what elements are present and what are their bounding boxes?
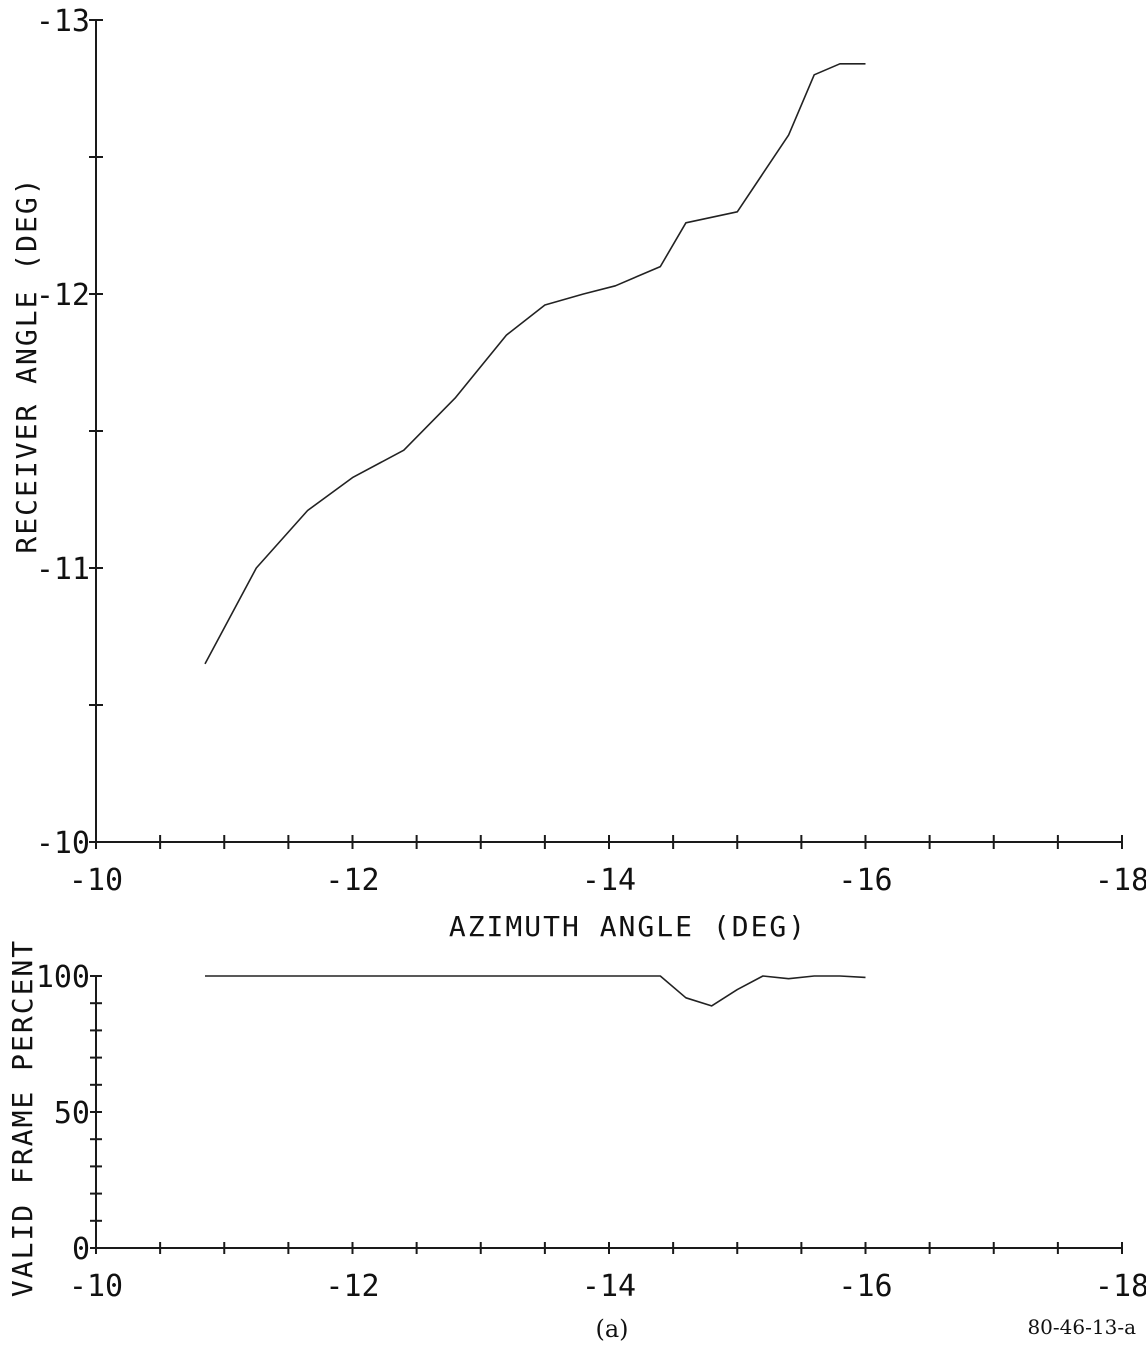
bot-y-tick-label: 0 bbox=[72, 1232, 90, 1267]
top-y-tick-label: -10 bbox=[36, 826, 90, 861]
top-y-tick-label: -11 bbox=[36, 552, 90, 587]
bot-x-tick-label: -12 bbox=[325, 1269, 379, 1304]
bot-y-tick-label: 50 bbox=[54, 1096, 90, 1131]
bottom-y-axis-label: VALID FRAME PERCENT bbox=[6, 939, 39, 1297]
bottom-x-tick-labels: -10 -12 -14 -16 -18 bbox=[69, 1269, 1146, 1304]
top-x-tick-label: -16 bbox=[838, 863, 892, 898]
bot-x-tick-label: -18 bbox=[1095, 1269, 1146, 1304]
top-x-tick-label: -12 bbox=[325, 863, 379, 898]
top-x-tick-label: -10 bbox=[69, 863, 123, 898]
bottom-y-ticks bbox=[90, 975, 102, 1249]
bot-x-tick-label: -14 bbox=[582, 1269, 636, 1304]
bot-y-tick-label: 100 bbox=[36, 960, 90, 995]
top-x-ticks bbox=[95, 835, 1123, 849]
bottom-y-tick-labels: 0 50 100 bbox=[36, 960, 90, 1267]
receiver-angle-chart: -10 -12 -14 -16 -18 -10 -11 -12 -13 AZIMUTH ANG… bbox=[10, 4, 1146, 943]
top-x-tick-label: -14 bbox=[582, 863, 636, 898]
x-axis-label: AZIMUTH ANGLE (DEG) bbox=[449, 910, 807, 943]
valid-frame-chart: -10 -12 -14 -16 -18 0 50 100 VALID FRAME PERCE… bbox=[6, 939, 1146, 1304]
top-y-tick-label: -12 bbox=[36, 278, 90, 313]
top-y-tick-label: -13 bbox=[36, 4, 90, 39]
figure-reference-number: 80-46-13-a bbox=[1027, 1315, 1136, 1339]
top-x-tick-label: -18 bbox=[1095, 863, 1146, 898]
top-x-tick-labels: -10 -12 -14 -16 -18 bbox=[69, 863, 1146, 898]
bottom-x-ticks bbox=[95, 1242, 1123, 1254]
top-y-ticks bbox=[89, 19, 103, 843]
figure-caption: (a) bbox=[595, 1315, 628, 1343]
top-y-tick-labels: -10 -11 -12 -13 bbox=[36, 4, 90, 861]
top-y-axis-label: RECEIVER ANGLE (DEG) bbox=[10, 176, 43, 553]
receiver-angle-series-line bbox=[204, 63, 866, 665]
valid-frame-series-line bbox=[205, 975, 866, 1007]
bot-x-tick-label: -16 bbox=[838, 1269, 892, 1304]
bot-x-tick-label: -10 bbox=[69, 1269, 123, 1304]
